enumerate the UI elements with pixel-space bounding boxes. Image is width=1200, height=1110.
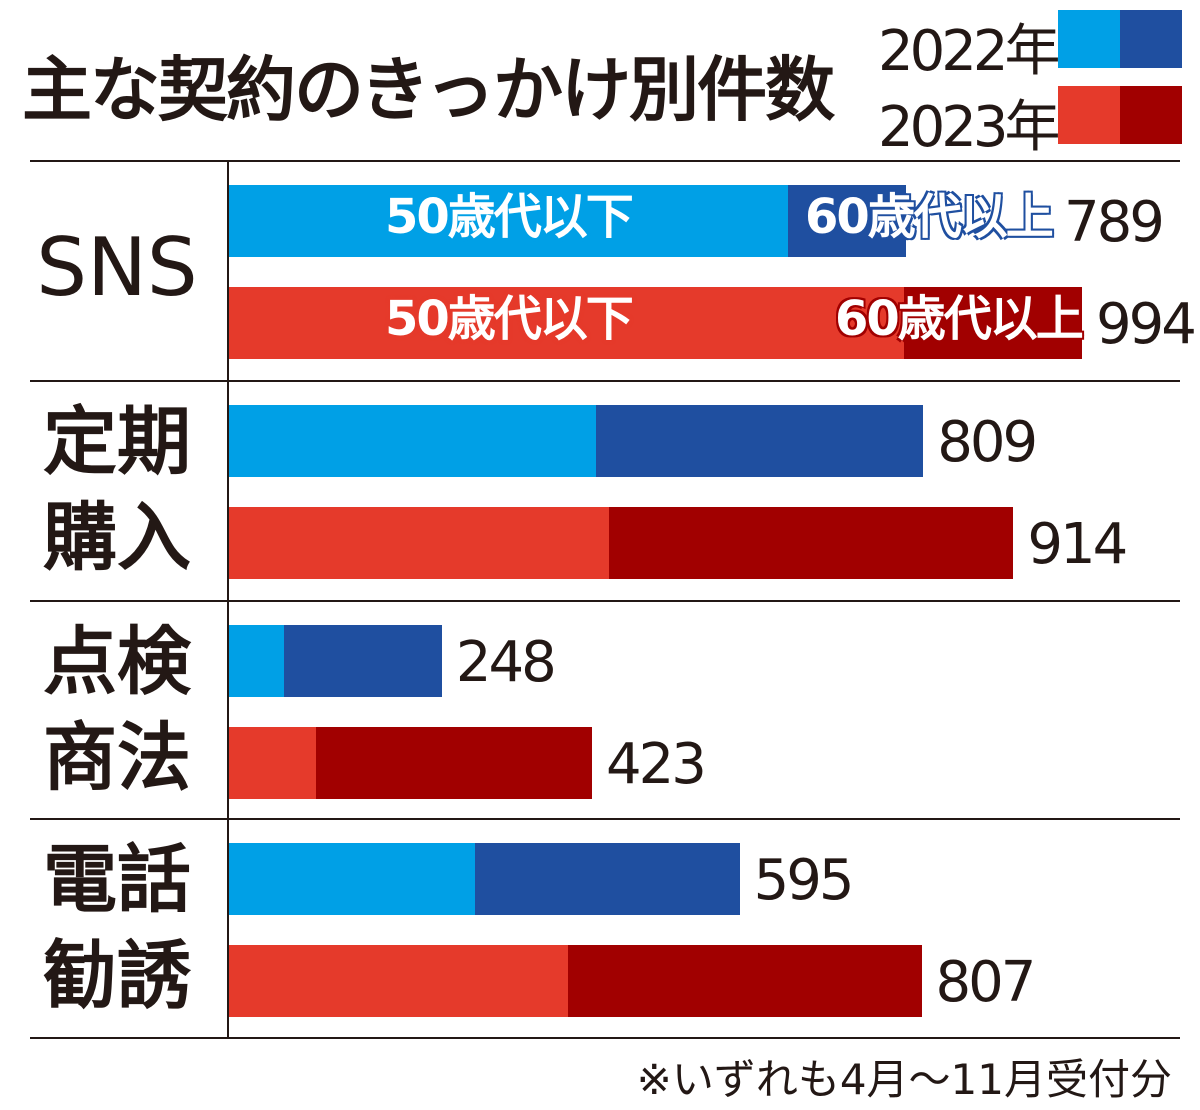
legend-label-2022: 2022年 — [878, 19, 1061, 84]
bar-2023年-under50 — [229, 287, 905, 359]
value-label: 809 — [937, 410, 1038, 475]
row-divider — [30, 380, 1180, 382]
row-divider — [30, 818, 1180, 820]
value-label: 994 — [1096, 292, 1197, 357]
bar-2023年-over60 — [904, 287, 1082, 359]
bar-2022年-over60 — [787, 185, 907, 257]
value-label: 423 — [605, 732, 707, 797]
bar-2023年-over60 — [567, 945, 922, 1017]
legend-swatch-2022 — [1058, 10, 1182, 68]
bar-2023年-over60 — [315, 727, 592, 799]
y-axis — [227, 160, 229, 1038]
bar-2022年-over60 — [596, 405, 924, 477]
value-label: 595 — [753, 848, 855, 913]
bar-2022年-over60 — [475, 843, 740, 915]
bar-2022年-under50 — [229, 405, 597, 477]
category-label: 点検 商法 — [43, 619, 191, 801]
bar-2022年-under50 — [229, 625, 284, 697]
segment-label-over60: 60歳代以上 — [835, 291, 1084, 347]
segment-label-over60: 60歳代以上 — [805, 189, 1054, 245]
row-divider — [30, 160, 1180, 162]
bar-2022年-over60 — [283, 625, 442, 697]
value-label: 807 — [935, 950, 1037, 1015]
value-label: 789 — [1064, 190, 1165, 255]
segment-label-under50: 50歳代以下 — [385, 291, 634, 347]
segment-label-under50: 50歳代以下 — [385, 189, 634, 245]
bar-2023年-under50 — [229, 727, 316, 799]
chart-title: 主な契約のきっかけ別件数 — [22, 49, 835, 131]
value-label: 914 — [1027, 512, 1128, 577]
value-label: 248 — [455, 630, 557, 695]
bar-2023年-under50 — [229, 945, 568, 1017]
legend-swatch-2023 — [1058, 86, 1182, 144]
bar-2023年-over60 — [609, 507, 1014, 579]
category-label: 定期 購入 — [43, 399, 191, 581]
bar-2022年-under50 — [229, 843, 476, 915]
legend-label-2023: 2023年 — [878, 95, 1061, 160]
bar-2023年-under50 — [229, 507, 610, 579]
row-divider — [30, 600, 1180, 602]
footnote: ※いずれも4月～11月受付分 — [636, 1055, 1172, 1104]
row-divider — [30, 1037, 1180, 1039]
bar-2022年-under50 — [229, 185, 788, 257]
category-label: 電話 勧誘 — [43, 837, 191, 1019]
category-label: SNS — [36, 221, 198, 314]
